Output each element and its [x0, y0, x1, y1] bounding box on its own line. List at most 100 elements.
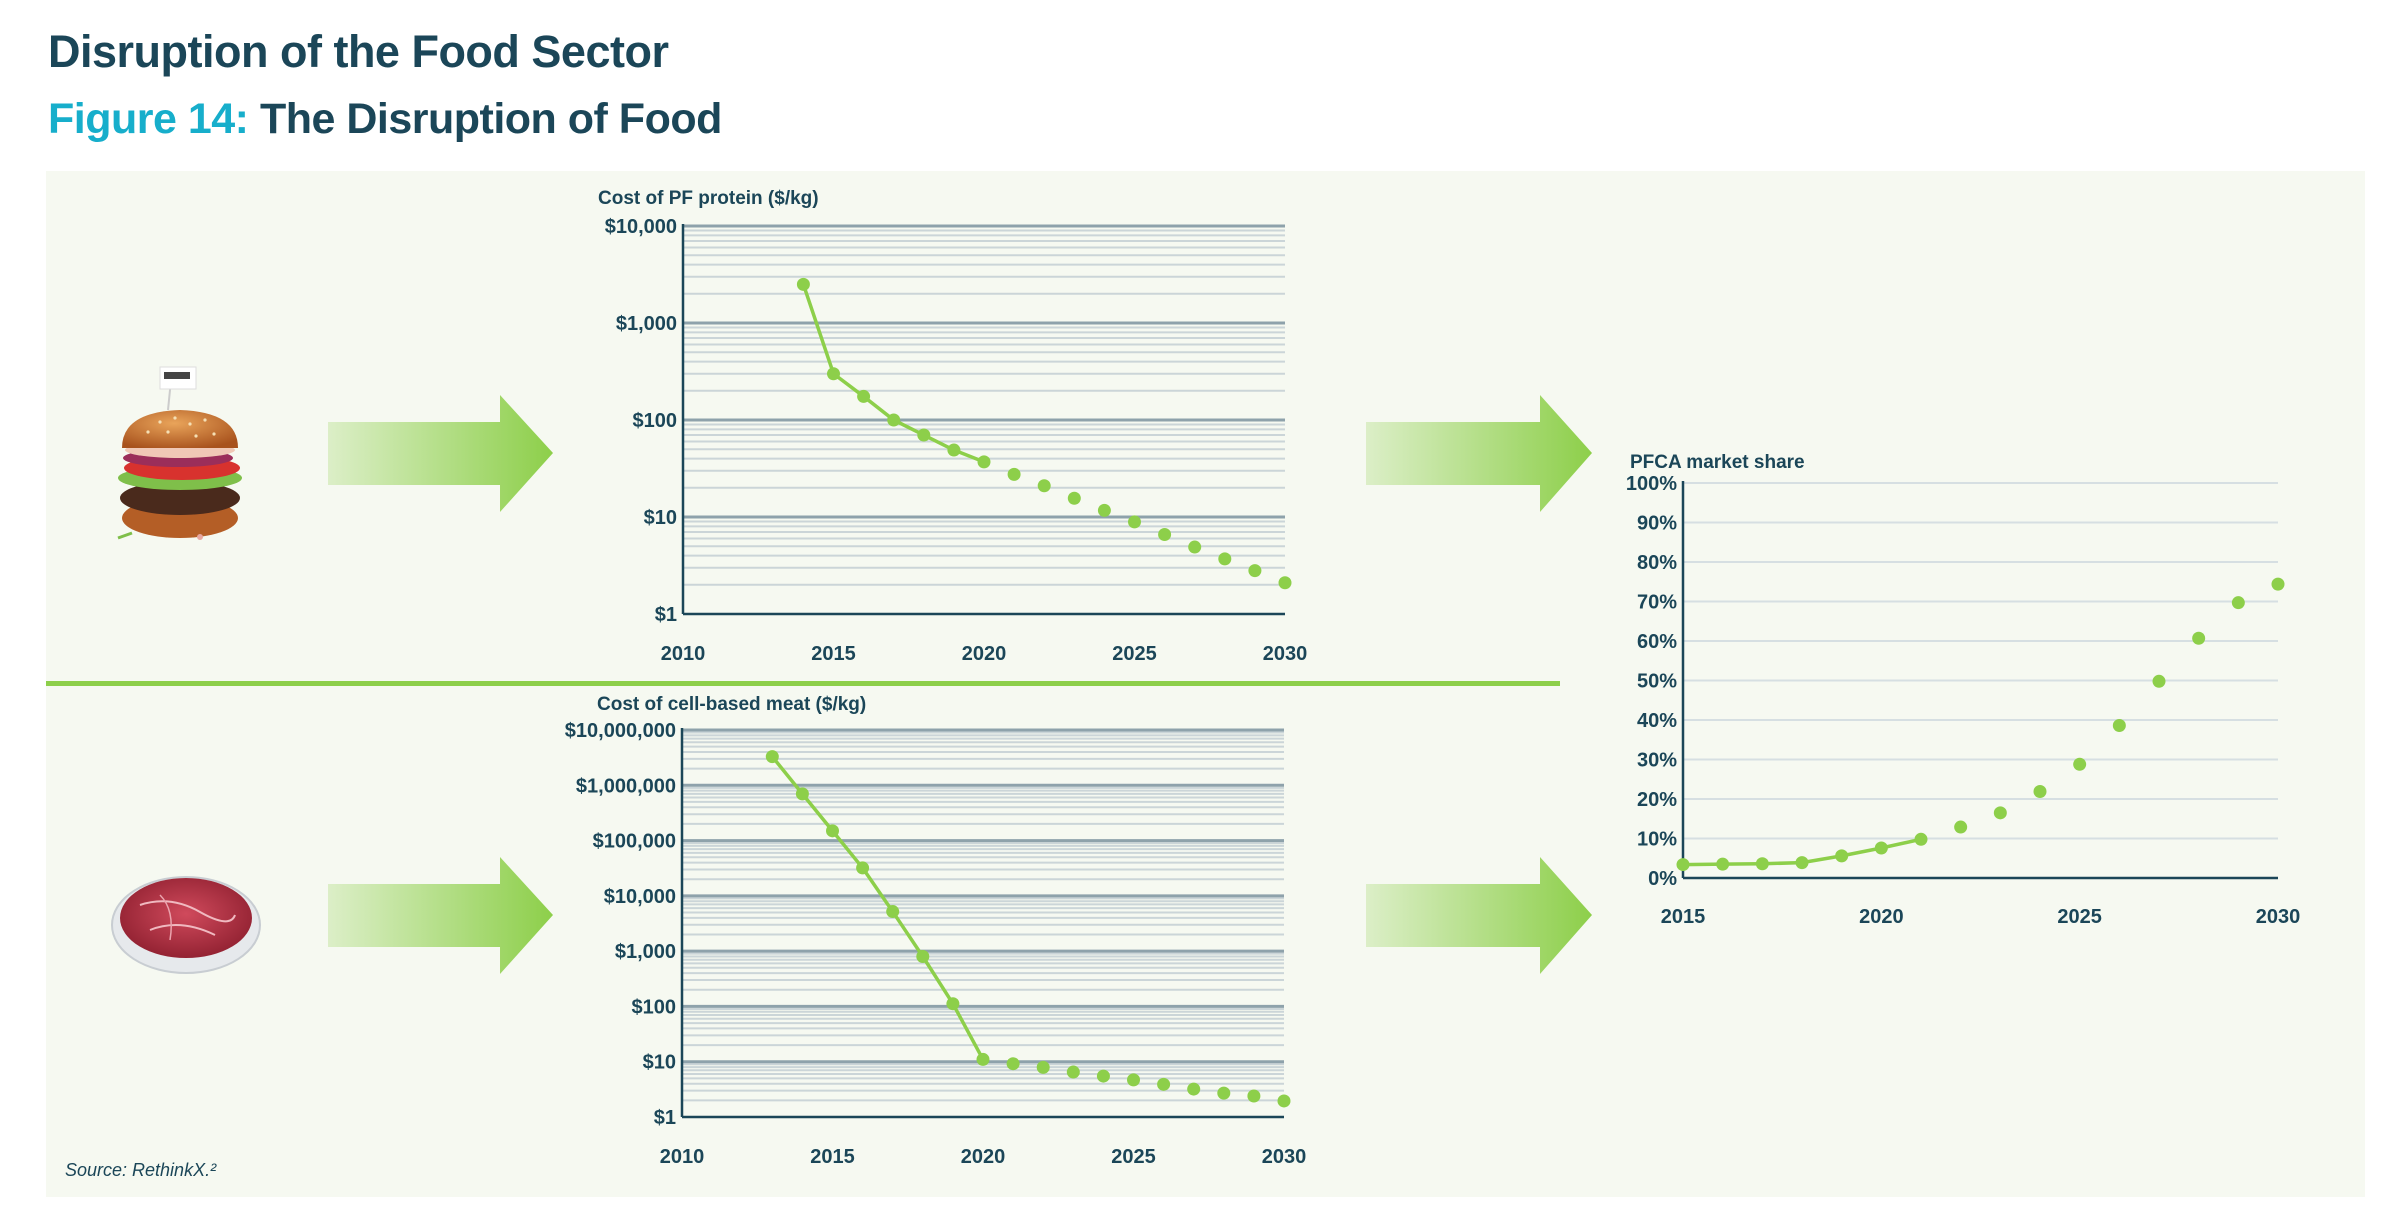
data-point-projected — [1127, 1073, 1140, 1087]
data-point-historical — [827, 367, 840, 381]
y-tick-label: $10 — [644, 507, 677, 529]
y-tick-label: 70% — [1637, 592, 1677, 614]
section-divider — [46, 681, 1560, 686]
data-point-historical — [976, 1052, 990, 1066]
figure-title: Figure 14: The Disruption of Food — [48, 95, 722, 144]
chart-title: Cost of cell-based meat ($/kg) — [597, 694, 866, 715]
data-point-historical — [826, 824, 839, 838]
data-point-projected — [1066, 1065, 1080, 1079]
x-tick-label: 2020 — [1859, 906, 1904, 928]
data-point-historical — [1755, 857, 1769, 871]
data-point-projected — [1157, 1077, 1171, 1091]
data-point-historical — [946, 997, 960, 1011]
x-tick-label: 2025 — [1112, 643, 1157, 665]
x-tick-label: 2025 — [1111, 1146, 1156, 1168]
series-line-historical — [770, 755, 985, 1061]
data-point-projected — [1187, 1082, 1201, 1096]
data-point-projected — [1993, 806, 2007, 820]
data-point-historical — [1795, 856, 1809, 870]
data-point-projected — [2231, 596, 2245, 610]
data-point-projected — [1037, 479, 1051, 493]
arrow-right-icon — [1366, 395, 1592, 512]
y-tick-label: 30% — [1637, 750, 1677, 772]
data-point-historical — [765, 750, 779, 764]
source-note: Source: RethinkX.² — [65, 1160, 217, 1180]
x-tick-label: 2015 — [811, 643, 856, 665]
data-point-projected — [1217, 1086, 1231, 1100]
data-point-projected — [1247, 1089, 1261, 1103]
arrow-right-icon — [1366, 857, 1592, 974]
y-tick-label: $1 — [654, 1107, 676, 1129]
y-tick-label: 20% — [1637, 789, 1677, 811]
data-point-historical — [1835, 849, 1849, 863]
data-point-projected — [1277, 1094, 1291, 1108]
data-point-historical — [1874, 841, 1888, 855]
data-point-projected — [1248, 564, 1262, 578]
y-tick-label: $1 — [655, 604, 677, 626]
figure-title-text: The Disruption of Food — [259, 95, 722, 143]
y-tick-label: 10% — [1637, 829, 1677, 851]
data-point-historical — [947, 443, 961, 457]
data-point-projected — [1007, 467, 1021, 481]
data-point-projected — [2152, 674, 2166, 688]
data-point-projected — [2192, 631, 2206, 645]
arrow-right-icon — [328, 395, 553, 512]
y-tick-label: $1,000 — [616, 313, 677, 335]
y-tick-label: 100% — [1626, 473, 1677, 495]
data-point-projected — [1006, 1057, 1020, 1071]
y-tick-label: $100,000 — [593, 831, 676, 853]
y-tick-label: $100 — [633, 410, 678, 432]
data-point-projected — [1067, 491, 1081, 505]
data-point-historical — [917, 428, 931, 442]
x-tick-label: 2010 — [660, 1146, 705, 1168]
data-point-projected — [1097, 503, 1111, 517]
data-point-historical — [1716, 857, 1730, 871]
y-tick-label: 50% — [1637, 671, 1677, 693]
x-tick-label: 2025 — [2057, 906, 2102, 928]
y-tick-label: $1,000,000 — [576, 775, 676, 797]
data-point-projected — [1188, 540, 1202, 554]
x-tick-label: 2020 — [962, 643, 1007, 665]
x-tick-label: 2015 — [1661, 906, 1706, 928]
data-point-projected — [1218, 552, 1232, 566]
y-tick-label: $1,000 — [615, 941, 676, 963]
x-tick-label: 2015 — [810, 1146, 855, 1168]
data-point-historical — [796, 277, 810, 291]
x-tick-label: 2030 — [2256, 906, 2301, 928]
chart-pf-protein: $1 $10 $100 $1,000 $10,000 2010 2015 2020 2025 20… — [598, 188, 1307, 665]
data-point-projected — [2073, 757, 2087, 771]
arrow-right-icon — [328, 857, 553, 974]
page-title: Disruption of the Food Sector — [48, 26, 669, 77]
y-tick-label: 80% — [1637, 552, 1677, 574]
x-tick-label: 2030 — [1263, 643, 1308, 665]
data-point-historical — [916, 950, 930, 964]
data-point-projected — [2271, 577, 2285, 591]
data-point-historical — [856, 861, 870, 875]
data-point-historical — [1914, 832, 1928, 846]
y-tick-label: 40% — [1637, 710, 1677, 732]
x-tick-label: 2020 — [961, 1146, 1006, 1168]
data-point-historical — [887, 413, 901, 427]
y-tick-label: 0% — [1648, 868, 1677, 890]
burger-icon — [117, 366, 242, 540]
x-tick-label: 2010 — [661, 643, 706, 665]
data-point-historical — [1676, 858, 1690, 872]
y-tick-label: $10,000,000 — [565, 720, 676, 742]
y-tick-label: $10,000 — [604, 886, 676, 908]
data-point-projected — [1128, 515, 1141, 529]
chart-title: PFCA market share — [1630, 452, 1805, 473]
x-tick-label: 2030 — [1262, 1146, 1307, 1168]
figure-label: Figure 14: — [48, 95, 249, 143]
data-point-projected — [1158, 528, 1172, 542]
data-point-projected — [1954, 820, 1968, 834]
chart-title: Cost of PF protein ($/kg) — [598, 188, 819, 209]
cell-based-meat-dish-icon — [111, 876, 261, 974]
y-tick-label: $100 — [632, 996, 677, 1018]
data-point-projected — [2033, 784, 2047, 798]
y-tick-label: 60% — [1637, 631, 1677, 653]
data-point-projected — [1036, 1060, 1050, 1074]
y-tick-label: $10,000 — [605, 216, 677, 238]
y-tick-label: 90% — [1637, 513, 1677, 535]
data-point-historical — [886, 905, 900, 919]
